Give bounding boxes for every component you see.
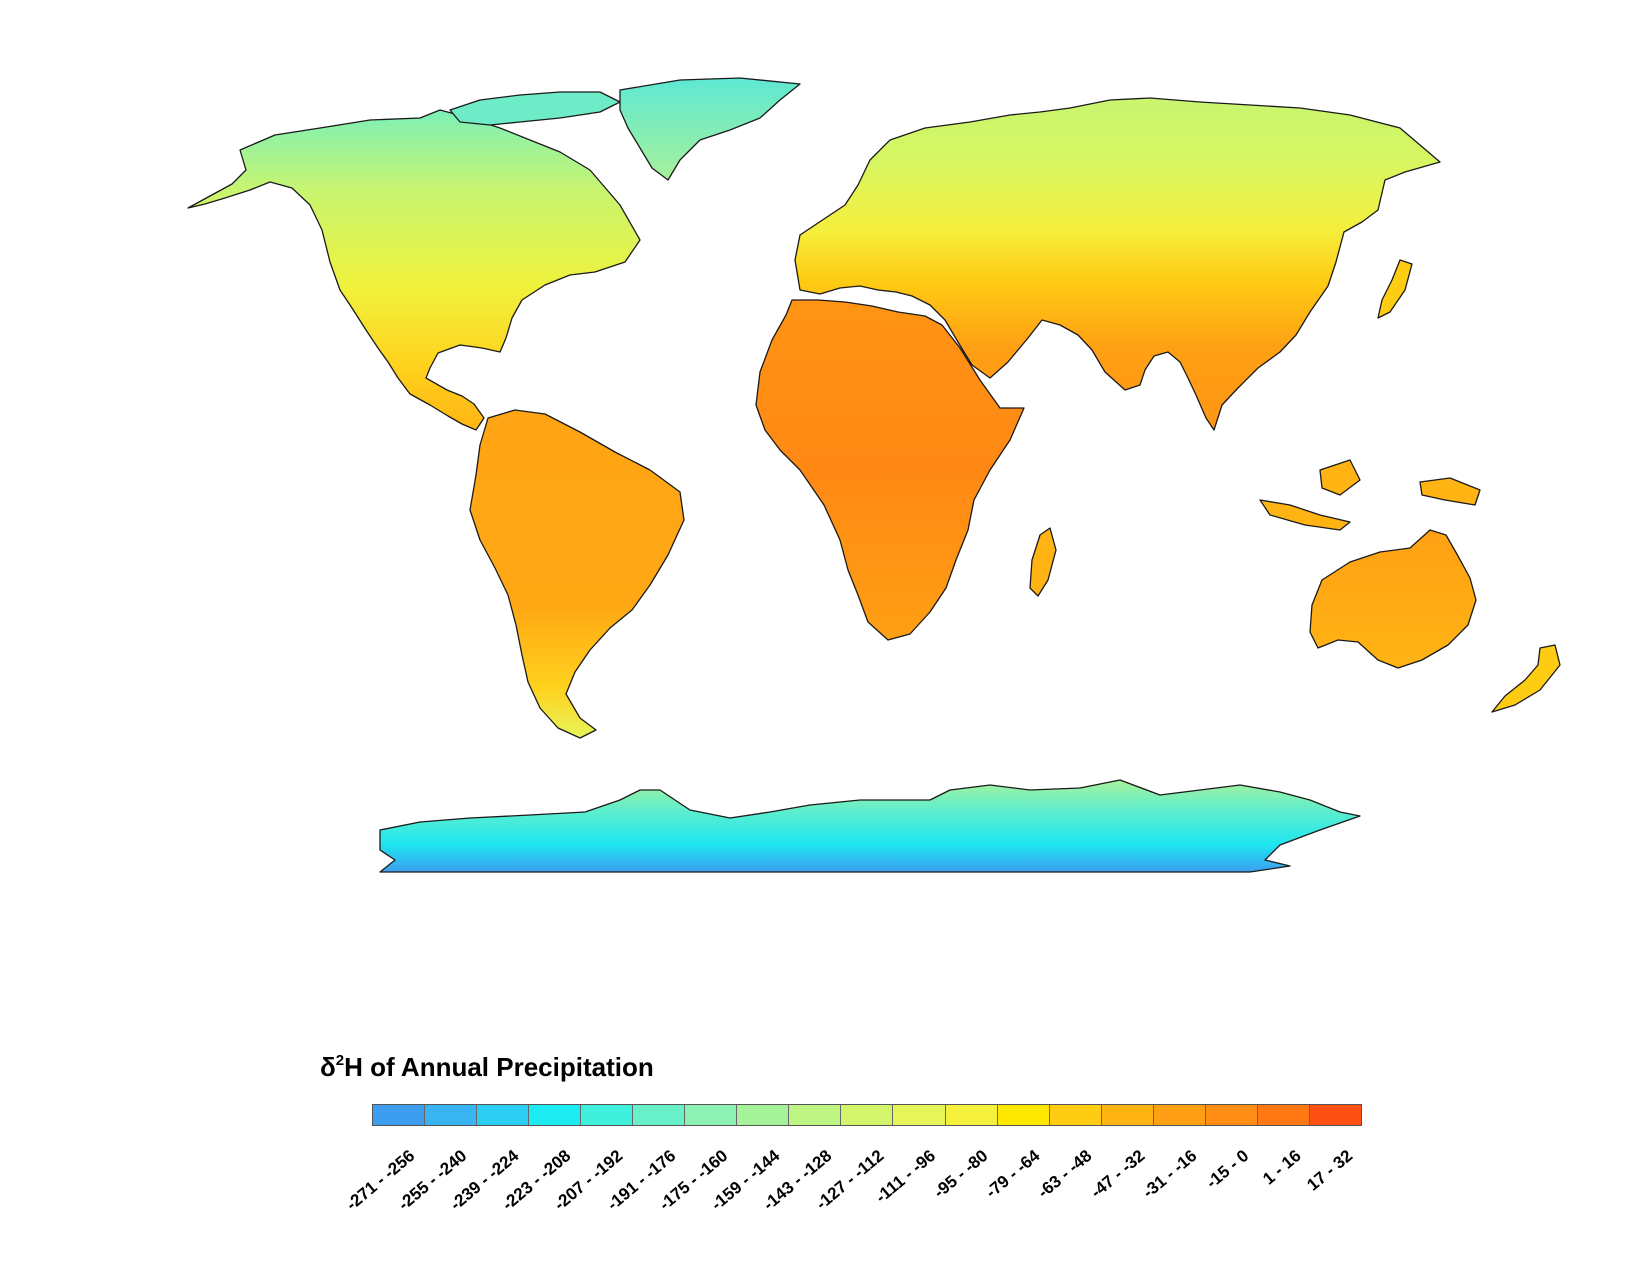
legend-swatch <box>945 1105 998 1125</box>
legend-swatch <box>893 1105 946 1125</box>
legend-swatch <box>581 1105 634 1125</box>
legend-swatch <box>1101 1105 1154 1125</box>
legend-title-text: H of Annual Precipitation <box>344 1052 654 1082</box>
legend-label: -15 - 0 <box>1202 1146 1253 1193</box>
world-isotope-map <box>187 77 1561 873</box>
legend-label: 17 - 32 <box>1303 1146 1357 1195</box>
japan <box>1377 259 1413 319</box>
legend-swatch <box>1153 1105 1206 1125</box>
legend-swatch <box>1205 1105 1258 1125</box>
africa <box>755 299 1025 641</box>
new-zealand <box>1491 644 1561 713</box>
landmasses <box>187 77 1561 873</box>
legend-swatch <box>1309 1105 1361 1125</box>
legend-label: -31 - -16 <box>1138 1146 1201 1202</box>
antarctica <box>379 779 1361 873</box>
legend-label: -79 - -64 <box>982 1146 1044 1202</box>
legend-swatch <box>789 1105 842 1125</box>
arctic-islands <box>449 91 621 126</box>
legend-label: -47 - -32 <box>1086 1146 1148 1202</box>
legend-swatch <box>633 1105 686 1125</box>
north-america <box>187 109 641 431</box>
legend-label: -95 - -80 <box>930 1146 992 1202</box>
legend-label: 1 - 16 <box>1259 1146 1305 1189</box>
legend-title: δ2H of Annual Precipitation <box>320 1052 654 1083</box>
legend-title-superscript: 2 <box>335 1052 345 1069</box>
legend-label: -63 - -48 <box>1034 1146 1096 1202</box>
europe-asia <box>794 97 1441 431</box>
madagascar <box>1029 527 1057 597</box>
legend-swatch <box>1257 1105 1310 1125</box>
legend-swatch <box>997 1105 1050 1125</box>
legend-swatch <box>737 1105 790 1125</box>
legend-swatch <box>529 1105 582 1125</box>
indonesia <box>1259 459 1481 531</box>
legend-title-symbol: δ <box>320 1052 336 1082</box>
legend-swatch <box>1049 1105 1102 1125</box>
legend-color-bar <box>372 1104 1362 1126</box>
south-america <box>469 409 685 739</box>
australia <box>1309 529 1477 669</box>
legend-swatch <box>373 1105 426 1125</box>
legend-swatch <box>477 1105 530 1125</box>
legend-swatch <box>685 1105 738 1125</box>
greenland <box>619 77 801 181</box>
legend-swatch <box>841 1105 894 1125</box>
legend-swatch <box>425 1105 478 1125</box>
